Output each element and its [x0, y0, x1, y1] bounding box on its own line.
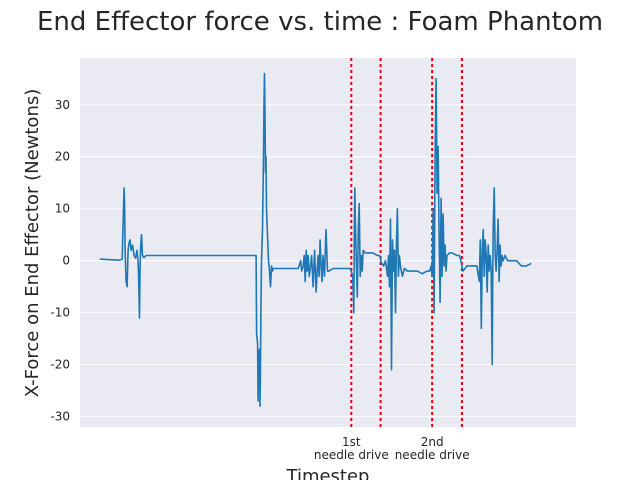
x-tick-label: needle drive	[314, 448, 389, 462]
x-tick-label: needle drive	[395, 448, 470, 462]
y-tick-label: -20	[50, 358, 70, 372]
x-axis-label: Timestep	[286, 466, 370, 480]
y-tick-label: -10	[50, 306, 70, 320]
grid	[80, 104, 576, 418]
plot-area	[80, 58, 576, 427]
y-tick-label: 10	[55, 202, 70, 216]
chart-title: End Effector force vs. time : Foam Phant…	[37, 7, 603, 37]
y-tick-label: -30	[50, 410, 70, 424]
x-tick-label: 2nd	[421, 435, 444, 449]
series-line	[99, 72, 532, 407]
y-axis-ticks: 30 20 10 0 -10 -20 -30	[50, 98, 70, 424]
x-tick-label: 1st	[342, 435, 361, 449]
y-tick-label: 0	[62, 254, 70, 268]
y-axis-label: X-Force on End Effector (Newtons)	[22, 89, 43, 398]
needle-drive-markers	[350, 58, 463, 427]
y-tick-label: 20	[55, 150, 70, 164]
y-tick-label: 30	[55, 98, 70, 112]
